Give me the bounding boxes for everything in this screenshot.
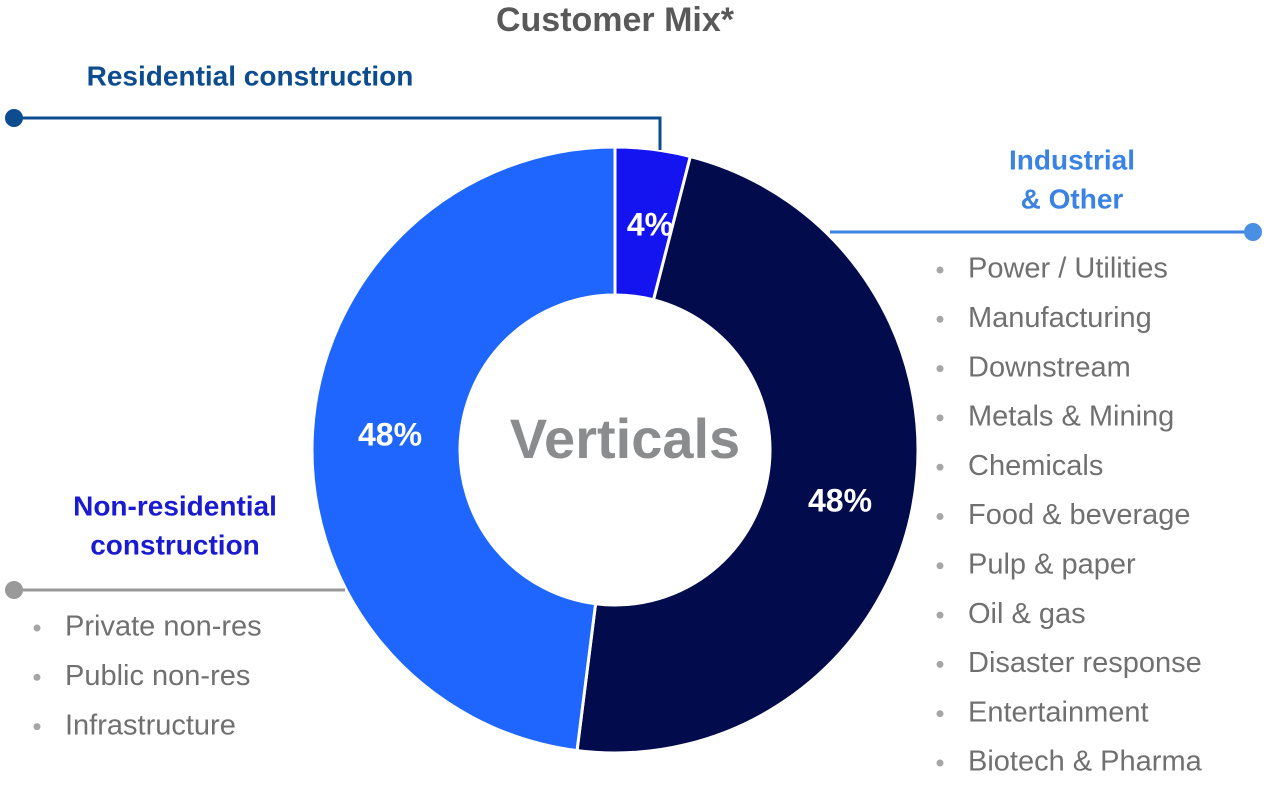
category-label: Residential construction bbox=[87, 60, 414, 91]
bullet bbox=[936, 710, 944, 718]
detail-item: Manufacturing bbox=[968, 302, 1152, 334]
bullet bbox=[936, 611, 944, 619]
donut-slice bbox=[575, 154, 920, 755]
leader-line bbox=[12, 116, 662, 150]
detail-item: Power / Utilities bbox=[968, 253, 1168, 285]
detail-item: Entertainment bbox=[968, 696, 1149, 728]
center-label: Verticals bbox=[510, 407, 740, 470]
bullet bbox=[936, 562, 944, 570]
donut-slice bbox=[310, 145, 617, 753]
detail-item: Public non-res bbox=[65, 660, 250, 692]
bullet bbox=[936, 315, 944, 323]
bullet bbox=[33, 624, 41, 632]
detail-item: Disaster response bbox=[968, 647, 1202, 679]
value-label: 48% bbox=[808, 482, 872, 518]
leader-dot bbox=[1244, 223, 1262, 241]
category-label: Non-residential bbox=[73, 490, 277, 521]
detail-item: Chemicals bbox=[968, 450, 1103, 482]
bullet bbox=[936, 414, 944, 422]
donut bbox=[310, 145, 920, 755]
detail-item: Downstream bbox=[968, 351, 1131, 383]
bullet bbox=[936, 463, 944, 471]
value-label: 48% bbox=[358, 416, 422, 452]
category-label: Industrial bbox=[1009, 144, 1135, 175]
bullet bbox=[936, 759, 944, 767]
leader-dot bbox=[5, 109, 23, 127]
chart-title: Customer Mix* bbox=[496, 1, 735, 39]
bullet bbox=[33, 673, 41, 681]
detail-item: Private non-res bbox=[65, 611, 262, 643]
category-label: construction bbox=[90, 529, 260, 560]
bullet bbox=[33, 723, 41, 731]
detail-item: Biotech & Pharma bbox=[968, 746, 1203, 778]
bullet bbox=[936, 365, 944, 373]
value-label: 4% bbox=[627, 206, 673, 242]
detail-item: Food & beverage bbox=[968, 499, 1190, 531]
bullet bbox=[936, 660, 944, 668]
detail-item: Oil & gas bbox=[968, 598, 1086, 630]
bullet bbox=[936, 266, 944, 274]
detail-item: Pulp & paper bbox=[968, 548, 1136, 580]
leader-dot bbox=[5, 581, 23, 599]
detail-item: Infrastructure bbox=[65, 709, 236, 741]
category-label: & Other bbox=[1021, 183, 1124, 214]
detail-item: Metals & Mining bbox=[968, 401, 1174, 433]
bullet bbox=[936, 513, 944, 520]
